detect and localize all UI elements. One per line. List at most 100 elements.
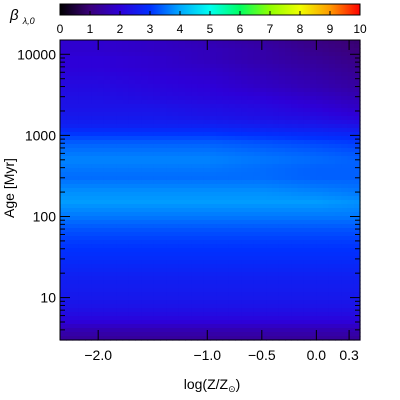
heatmap-cell <box>253 176 261 181</box>
heatmap-cell <box>147 116 155 121</box>
heatmap-cell <box>66 336 74 341</box>
heatmap-cell <box>185 332 192 337</box>
heatmap-cell <box>72 256 80 261</box>
heatmap-cell <box>310 224 317 229</box>
heatmap-cell <box>222 192 230 197</box>
heatmap-cell <box>316 204 324 209</box>
heatmap-cell <box>210 56 217 61</box>
heatmap-cell <box>66 228 74 233</box>
heatmap-cell <box>166 248 174 253</box>
heatmap-cell <box>347 124 355 129</box>
heatmap-cell <box>328 148 336 153</box>
heatmap-cell <box>347 248 355 253</box>
heatmap-cell <box>141 100 149 105</box>
heatmap-cell <box>160 284 167 289</box>
heatmap-cell <box>85 228 92 233</box>
heatmap-cell <box>128 272 136 277</box>
heatmap-cell <box>97 284 105 289</box>
heatmap-cell <box>210 172 217 177</box>
heatmap-cell <box>278 336 286 341</box>
heatmap-cell <box>160 156 167 161</box>
heatmap-cell <box>266 40 274 45</box>
heatmap-cell <box>60 80 67 85</box>
heatmap-cell <box>328 240 336 245</box>
heatmap-cell <box>297 140 305 145</box>
heatmap-cell <box>122 120 130 125</box>
heatmap-cell <box>147 204 155 209</box>
heatmap-cell <box>278 304 286 309</box>
heatmap-cell <box>303 176 311 181</box>
heatmap-cell <box>278 128 286 133</box>
heatmap-cell <box>197 204 205 209</box>
heatmap-cell <box>266 184 274 189</box>
heatmap-cell <box>247 128 255 133</box>
heatmap-cell <box>128 260 136 265</box>
heatmap-cell <box>328 336 336 341</box>
heatmap-cell <box>60 296 67 301</box>
heatmap-cell <box>60 284 67 289</box>
heatmap-cell <box>260 316 267 321</box>
heatmap-cell <box>316 92 324 97</box>
heatmap-cell <box>110 172 117 177</box>
heatmap-cell <box>103 272 111 277</box>
heatmap-cell <box>247 288 255 293</box>
heatmap-cell <box>147 260 155 265</box>
heatmap-cell <box>191 204 199 209</box>
heatmap-cell <box>310 208 317 213</box>
heatmap-cell <box>303 156 311 161</box>
heatmap-cell <box>328 304 336 309</box>
heatmap-cell <box>247 228 255 233</box>
heatmap-cell <box>85 100 92 105</box>
heatmap-cell <box>322 104 330 109</box>
heatmap-cell <box>260 52 267 57</box>
heatmap-cell <box>60 264 67 269</box>
heatmap-cell <box>328 320 336 325</box>
heatmap-cell <box>310 72 317 77</box>
heatmap-cell <box>160 100 167 105</box>
heatmap-cell <box>347 172 355 177</box>
heatmap-cell <box>260 156 267 161</box>
heatmap-cell <box>235 232 242 237</box>
heatmap-cell <box>297 80 305 85</box>
heatmap-cell <box>210 120 217 125</box>
heatmap-cell <box>153 284 161 289</box>
heatmap-cell <box>110 244 117 249</box>
heatmap-cell <box>310 160 317 165</box>
heatmap-cell <box>353 316 361 321</box>
heatmap-cell <box>160 336 167 341</box>
heatmap-cell <box>216 180 224 185</box>
heatmap-cell <box>316 88 324 93</box>
heatmap-cell <box>291 264 299 269</box>
heatmap-cell <box>266 84 274 89</box>
heatmap-cell <box>266 60 274 65</box>
heatmap-cell <box>103 136 111 141</box>
heatmap-cell <box>178 188 186 193</box>
heatmap-cell <box>353 72 361 77</box>
heatmap-cell <box>347 120 355 125</box>
heatmap-cell <box>278 96 286 101</box>
heatmap-cell <box>228 320 236 325</box>
heatmap-cell <box>291 328 299 333</box>
heatmap-cell <box>203 200 211 205</box>
heatmap-cell <box>228 104 236 109</box>
heatmap-cell <box>316 292 324 297</box>
heatmap-cell <box>341 76 349 81</box>
x-axis: −2.0 −1.0 −0.5 0.0 0.3 <box>84 40 359 363</box>
heatmap-cell <box>116 328 124 333</box>
heatmap-cell <box>278 224 286 229</box>
heatmap-cell <box>60 220 67 225</box>
heatmap-cell <box>91 136 99 141</box>
heatmap-cell <box>310 152 317 157</box>
heatmap-cell <box>278 152 286 157</box>
heatmap-cell <box>285 52 292 57</box>
heatmap-cell <box>222 116 230 121</box>
heatmap-cell <box>91 120 99 125</box>
heatmap-cell <box>141 236 149 241</box>
heatmap-cell <box>328 228 336 233</box>
heatmap-cell <box>116 212 124 217</box>
heatmap-cell <box>272 116 280 121</box>
heatmap-cell <box>85 296 92 301</box>
heatmap-cell <box>322 148 330 153</box>
heatmap-cell <box>291 60 299 65</box>
heatmap-cell <box>172 96 180 101</box>
